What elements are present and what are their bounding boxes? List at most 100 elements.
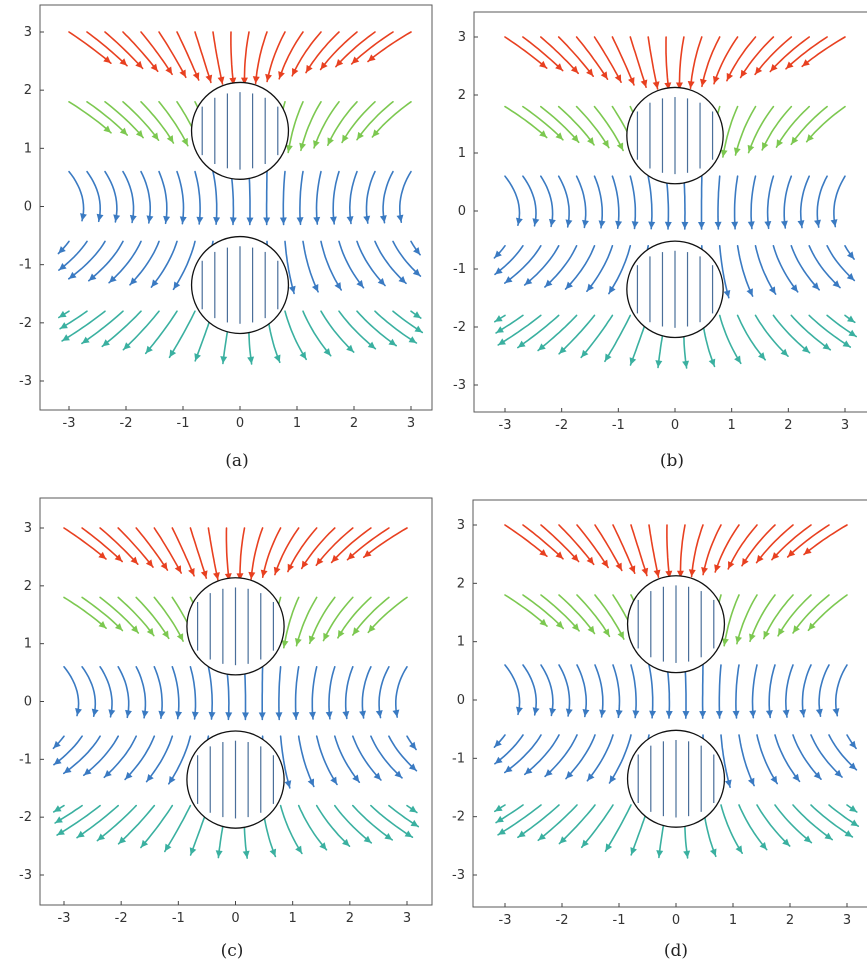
arrowhead (323, 348, 331, 356)
streamline (297, 735, 315, 788)
arrowhead (288, 285, 296, 294)
streamline (356, 240, 386, 287)
streamline (741, 524, 776, 567)
streamline (594, 594, 625, 640)
arrowhead (68, 271, 77, 279)
arrowhead (173, 281, 181, 290)
streamline (129, 240, 160, 286)
arrowhead (632, 710, 640, 718)
streamline (558, 524, 595, 566)
streamline (122, 31, 159, 73)
arrowhead (548, 218, 556, 227)
y-tick-label: 2 (24, 83, 32, 98)
streamline (124, 735, 156, 781)
streamline (153, 527, 182, 574)
arrowhead (408, 763, 417, 771)
arrowhead (316, 557, 324, 566)
streamline (374, 310, 418, 344)
arrowhead (847, 251, 855, 260)
streamline (207, 527, 219, 581)
streamline (714, 524, 740, 573)
y-tick-label: -3 (19, 868, 32, 883)
streamline (171, 666, 180, 720)
streamline (774, 804, 813, 844)
streamline (504, 36, 548, 69)
arrowhead (842, 340, 851, 348)
arrowhead (847, 315, 855, 323)
x-tick-label: 1 (728, 418, 736, 433)
streamline (338, 240, 365, 289)
streamline (739, 36, 775, 79)
arrowhead (151, 132, 159, 141)
streamline (313, 101, 340, 149)
streamline (83, 735, 119, 777)
arrowhead (555, 551, 563, 559)
y-tick-label: -2 (19, 810, 32, 825)
streamline (334, 735, 361, 783)
streamline (371, 101, 412, 138)
streamline (297, 804, 328, 851)
arrowhead (787, 549, 796, 557)
streamline (327, 101, 358, 146)
streamline (558, 314, 596, 355)
streamline (580, 314, 614, 359)
arrowhead (367, 54, 376, 62)
arrowhead (176, 633, 184, 642)
streamline (790, 314, 832, 351)
arrowhead (496, 815, 504, 823)
y-tick-label: 1 (457, 635, 465, 650)
arrowhead (555, 63, 563, 71)
x-tick-label: -3 (499, 418, 512, 433)
streamline (575, 36, 609, 80)
arrowhead (252, 76, 260, 84)
streamline (801, 664, 812, 718)
streamline (604, 804, 632, 852)
arrowhead (205, 74, 213, 83)
arrowhead (759, 841, 767, 850)
streamline (176, 170, 185, 225)
streamline (783, 175, 793, 229)
arrowhead (308, 635, 316, 644)
streamline (769, 36, 810, 73)
streamline (720, 804, 743, 854)
arrowhead (586, 68, 594, 77)
streamline (243, 31, 250, 86)
x-tick-label: 2 (786, 913, 794, 928)
x-tick-label: -1 (613, 913, 626, 928)
x-tick-label: 1 (293, 416, 301, 431)
streamline (352, 804, 393, 841)
arrowhead (709, 848, 717, 857)
streamline (648, 524, 660, 578)
arrowhead (307, 778, 315, 787)
arrowhead (135, 60, 143, 69)
arrowhead (587, 773, 595, 781)
arrowhead (379, 215, 387, 223)
arrowhead (846, 273, 855, 281)
streamline (557, 105, 595, 146)
streamline (497, 804, 542, 836)
y-tick-label: 0 (457, 693, 465, 708)
arrowhead (334, 282, 342, 290)
arrowhead (213, 217, 221, 225)
arrowhead (188, 567, 195, 576)
arrowhead (347, 552, 356, 560)
streamline (287, 101, 304, 154)
arrowhead (96, 213, 104, 222)
streamline (540, 524, 580, 563)
arrowhead (732, 710, 740, 718)
streamline (792, 734, 822, 780)
arrowhead (539, 130, 547, 138)
arrowhead (665, 570, 673, 578)
arrowhead (770, 775, 778, 784)
arrowhead (615, 709, 623, 718)
streamline (315, 527, 354, 567)
arrowhead (604, 353, 612, 362)
arrowhead (747, 221, 755, 229)
arrowhead (582, 219, 589, 228)
x-tick-label: -3 (58, 911, 71, 926)
streamline (81, 596, 124, 632)
streamline (749, 594, 776, 643)
x-tick-label: -2 (115, 911, 128, 926)
streamline (370, 735, 403, 779)
